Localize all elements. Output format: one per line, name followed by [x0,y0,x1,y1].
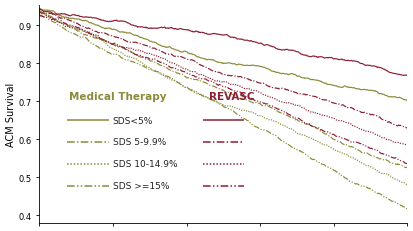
Y-axis label: ACM Survival: ACM Survival [5,82,16,146]
Text: Medical Therapy: Medical Therapy [69,92,166,102]
Text: SDS<5%: SDS<5% [113,116,153,125]
Text: SDS 5-9.9%: SDS 5-9.9% [113,138,166,147]
Text: SDS 10-14.9%: SDS 10-14.9% [113,160,178,169]
Text: REVASC: REVASC [209,92,254,102]
Text: SDS >=15%: SDS >=15% [113,181,169,190]
